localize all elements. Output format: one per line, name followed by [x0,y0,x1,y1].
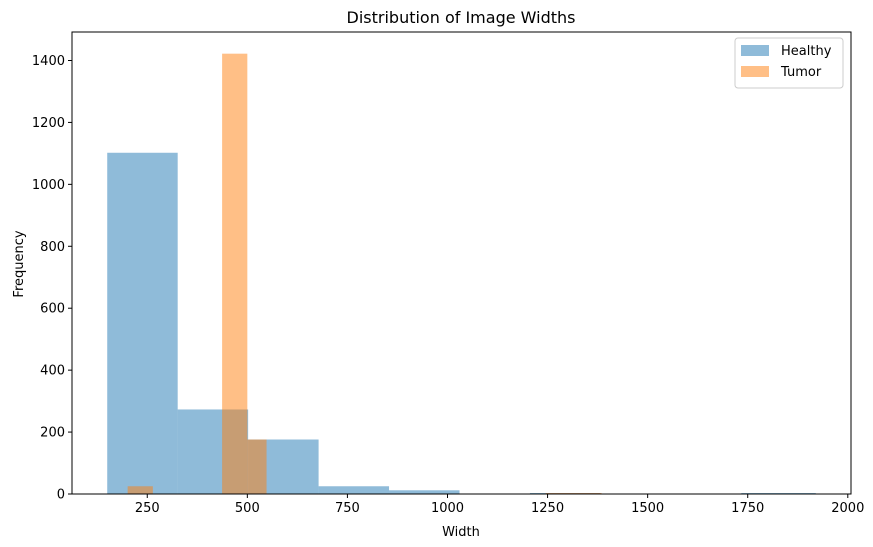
x-axis-label: Width [442,525,480,540]
y-tick-label: 1200 [32,116,65,131]
y-tick-label: 1000 [32,178,65,193]
x-tick-label: 1250 [531,501,564,516]
bars-layer [107,53,816,495]
y-tick-label: 0 [57,488,65,503]
chart-title: Distribution of Image Widths [347,8,576,27]
bar-tumor-5 [247,439,267,494]
legend-label-healthy: Healthy [781,44,832,59]
y-tick-label: 1400 [32,54,65,69]
legend-swatch-tumor [741,66,769,77]
x-tick-label: 1750 [731,501,764,516]
y-tick-label: 400 [40,364,65,379]
bar-healthy-4 [389,490,460,494]
y-tick-label: 600 [40,302,65,317]
bar-tumor-4 [222,53,248,495]
x-tick-label: 1000 [431,501,464,516]
y-tick-label: 200 [40,426,65,441]
plot-frame [71,31,852,495]
bar-healthy-3 [318,486,390,494]
bar-healthy-0 [107,152,178,494]
x-tick-label: 1500 [631,501,664,516]
x-tick-label: 2000 [831,501,864,516]
x-tick-label: 500 [235,501,260,516]
x-tick-label: 250 [135,501,160,516]
axes-layer: 250 500 750 1000 1250 1500 1750 2000 0 200 400 600 8… [32,31,864,516]
y-axis-label: Frequency [12,230,27,297]
x-tick-label: 750 [335,501,360,516]
legend-label-tumor: Tumor [780,65,822,80]
legend-swatch-healthy [741,45,769,56]
y-tick-label: 800 [40,240,65,255]
legend: Healthy Tumor [734,37,844,89]
bar-tumor-0 [127,486,153,494]
